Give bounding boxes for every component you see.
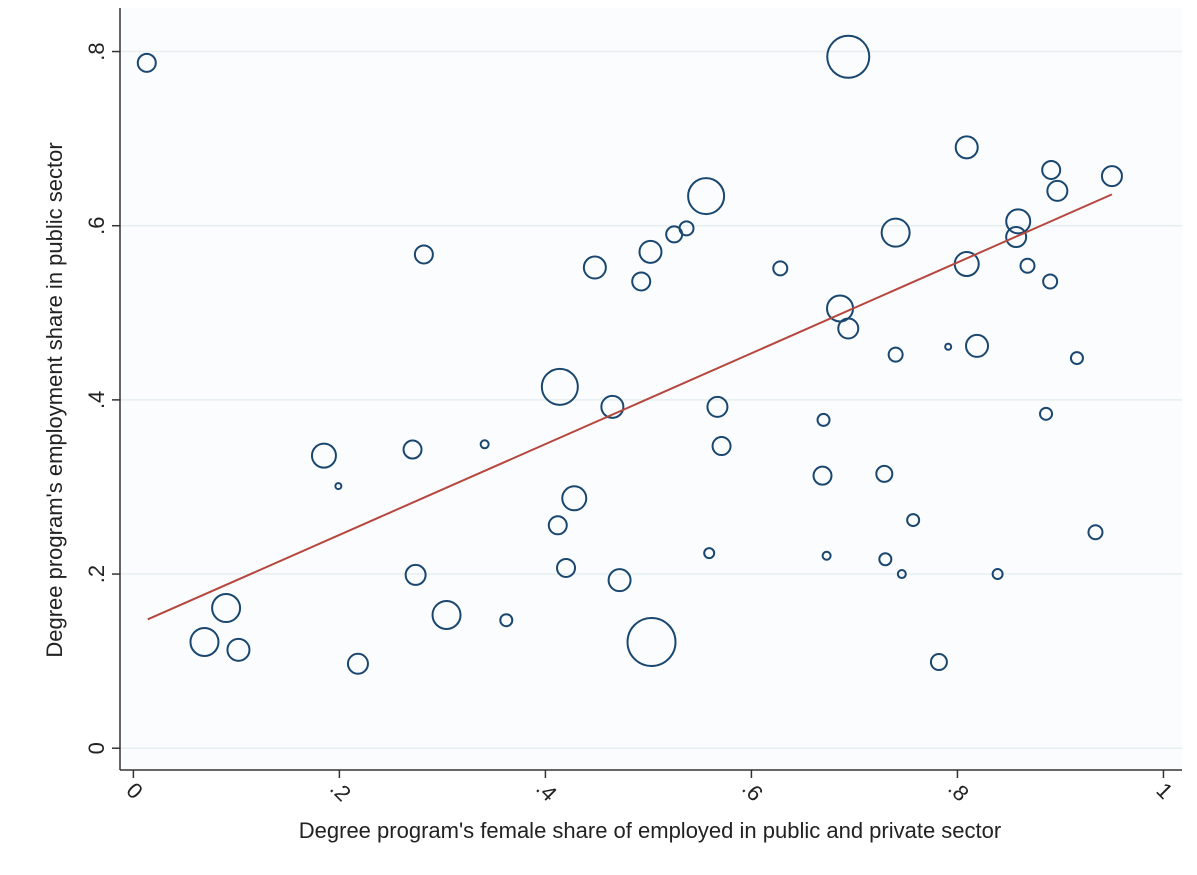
y-axis-label: Degree program's employment share in pub… <box>42 142 67 657</box>
y-tick-label: 0 <box>84 742 109 754</box>
bubble <box>706 395 729 418</box>
bubble <box>826 34 871 79</box>
bubble <box>431 599 462 630</box>
y-tick-label: .2 <box>84 565 109 583</box>
bubble <box>965 333 990 358</box>
bubble <box>402 439 423 460</box>
bubble <box>906 513 921 528</box>
bubble <box>703 547 716 560</box>
bubble <box>310 442 337 469</box>
bubble <box>1087 524 1104 541</box>
bubble <box>896 569 907 580</box>
bubble <box>334 482 343 491</box>
bubble <box>582 255 607 280</box>
bubble <box>561 485 588 512</box>
bubble <box>772 260 789 277</box>
bubble <box>878 552 893 567</box>
bubble <box>479 439 490 450</box>
bubble <box>816 412 831 427</box>
bubble <box>821 550 832 561</box>
plot-area <box>120 8 1182 770</box>
bubble <box>929 653 948 672</box>
bubble <box>944 342 953 351</box>
y-tick-label: .8 <box>84 42 109 60</box>
bubble <box>1041 159 1062 180</box>
bubble <box>954 135 979 160</box>
fit-line <box>147 193 1113 621</box>
bubble <box>711 436 732 457</box>
bubble <box>556 557 577 578</box>
bubble <box>404 563 427 586</box>
bubble <box>499 613 514 628</box>
bubble <box>837 317 860 340</box>
bubble <box>880 217 911 248</box>
bubble <box>1042 273 1059 290</box>
bubble <box>812 465 833 486</box>
y-tick-label: .4 <box>84 391 109 409</box>
bubble <box>413 244 434 265</box>
bubble <box>626 616 677 667</box>
bubble <box>607 568 632 593</box>
bubble <box>875 464 894 483</box>
bubble <box>1039 406 1054 421</box>
bubble <box>1005 226 1028 249</box>
bubble <box>1019 257 1036 274</box>
bubble <box>687 177 726 216</box>
bubble <box>1046 179 1069 202</box>
y-tick-label: .6 <box>84 217 109 235</box>
bubble <box>1069 351 1084 366</box>
x-axis-label: Degree program's female share of employe… <box>299 818 1001 843</box>
bubble <box>189 626 220 657</box>
bubble <box>540 367 579 406</box>
bubble <box>211 593 242 624</box>
bubble <box>991 568 1004 581</box>
bubble <box>1100 165 1123 188</box>
bubble <box>346 652 369 675</box>
bubble <box>226 637 251 662</box>
bubble <box>1005 208 1032 235</box>
bubble <box>136 52 157 73</box>
bubble <box>887 346 904 363</box>
bubble <box>600 394 625 419</box>
bubble <box>631 271 652 292</box>
bubble <box>665 225 684 244</box>
bubble <box>547 515 568 536</box>
bubble <box>638 239 663 264</box>
